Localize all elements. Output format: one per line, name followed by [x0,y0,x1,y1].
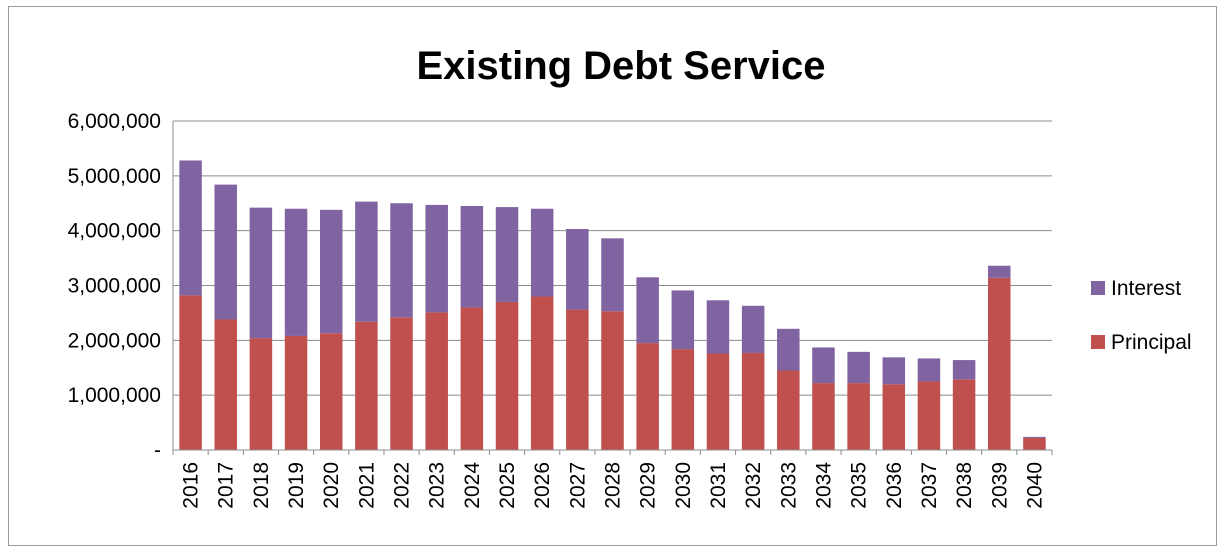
bar-interest-2028 [601,238,624,312]
bar-principal-2030 [671,349,695,450]
bar-principal-2020 [319,333,343,450]
bar-principal-2032 [741,352,765,450]
bar-principal-2019 [284,335,308,450]
x-tick-label: 2019 [285,462,308,509]
bar-interest-2025 [495,207,519,302]
bar-principal-2040 [1023,437,1046,450]
x-tick-label: 2018 [250,462,273,509]
bar-interest-2022 [390,203,413,318]
y-tick-label: - [154,439,161,462]
bar-interest-2023 [425,204,448,313]
bar-interest-2027 [566,229,589,310]
x-tick-label: 2025 [496,462,519,509]
bar-interest-2031 [706,300,730,354]
bar-principal-2039 [988,277,1011,450]
x-tick-label: 2040 [1023,462,1046,509]
bar-interest-2024 [460,205,484,308]
bar-principal-2022 [390,317,413,450]
bar-interest-2036 [882,357,906,385]
x-tick-label: 2033 [777,462,800,509]
debt-service-chart: Existing Debt Service - 1,000,000 2,000,00… [68,44,1192,509]
y-tick-label: 6,000,000 [68,110,161,133]
bar-interest-2016 [179,160,202,296]
x-tick-label: 2031 [707,462,730,509]
bar-principal-2018 [249,338,273,450]
legend-label-principal: Principal [1111,331,1192,354]
x-tick-label: 2034 [812,462,835,509]
x-axis: 2016 2017 2018 2019 2020 2021 2022 2023 2024 2025… [172,449,1053,509]
bar-principal-2021 [355,321,378,450]
bar-interest-2026 [530,208,554,297]
bar-principal-2034 [812,383,835,450]
x-tick-label: 2021 [355,462,378,509]
y-axis: - 1,000,000 2,000,000 3,000,000 4,000,000 5,0… [68,110,174,462]
legend-swatch-interest [1091,281,1105,295]
bar-interest-2039 [988,265,1011,278]
y-tick-label: 4,000,000 [68,220,161,243]
bar-principal-2038 [952,379,976,450]
bar-interest-2038 [952,360,976,380]
bar-principal-2031 [706,353,730,450]
bar-series [179,160,1046,450]
bar-interest-2020 [319,209,343,334]
bar-interest-2021 [355,201,378,322]
bar-interest-2019 [284,208,308,336]
legend-label-interest: Interest [1111,277,1181,300]
bar-principal-2029 [636,343,659,450]
bar-principal-2028 [601,311,624,450]
bar-principal-2025 [495,301,519,450]
chart-title: Existing Debt Service [416,44,825,88]
y-tick-label: 5,000,000 [68,165,161,188]
x-tick-label: 2029 [637,462,660,509]
bar-principal-2033 [777,370,800,450]
x-tick-label: 2035 [848,462,871,509]
x-tick-label: 2016 [180,462,203,509]
bar-interest-2032 [741,305,765,353]
bar-principal-2023 [425,312,448,450]
x-tick-label: 2023 [426,462,449,509]
x-tick-label: 2026 [531,462,554,509]
bar-interest-2017 [214,184,237,320]
y-tick-label: 3,000,000 [68,275,161,298]
bar-interest-2035 [847,351,870,384]
bar-principal-2035 [847,383,870,450]
x-tick-label: 2030 [672,462,695,509]
y-tick-label: 1,000,000 [68,384,161,407]
bar-principal-2027 [566,309,589,450]
x-tick-label: 2020 [320,462,343,509]
x-tick-label: 2038 [953,462,976,509]
y-tick-label: 2,000,000 [68,329,161,352]
bar-interest-2034 [812,347,835,384]
bar-principal-2037 [917,381,941,450]
bar-interest-2040 [1023,436,1046,438]
legend-swatch-principal [1091,335,1105,349]
bar-principal-2017 [214,319,237,450]
bar-principal-2024 [460,307,484,450]
x-tick-label: 2039 [988,462,1011,509]
chart-frame: Existing Debt Service - 1,000,000 2,000,00… [8,6,1217,546]
bar-interest-2029 [636,277,659,344]
x-tick-label: 2037 [918,462,941,509]
x-tick-label: 2017 [215,462,238,509]
bar-principal-2016 [179,295,202,450]
bar-interest-2033 [777,328,800,371]
bar-principal-2026 [530,296,554,450]
bar-interest-2030 [671,290,695,350]
legend: Interest Principal [1091,277,1192,354]
x-tick-label: 2027 [566,462,589,509]
x-tick-label: 2032 [742,462,765,509]
bar-principal-2036 [882,384,906,450]
x-tick-label: 2022 [391,462,414,509]
bar-interest-2037 [917,358,941,382]
x-tick-label: 2024 [461,462,484,509]
x-tick-label: 2028 [602,462,625,509]
bar-interest-2018 [249,207,273,339]
x-tick-label: 2036 [883,462,906,509]
